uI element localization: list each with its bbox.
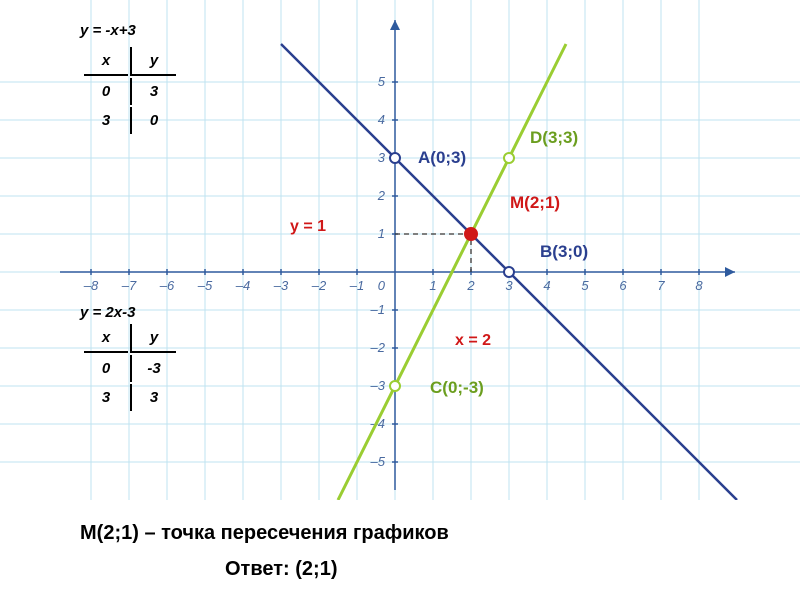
t1-r1c1: 0 [130,107,176,134]
svg-text:–5: –5 [197,278,213,293]
t2-hx: x [84,324,128,353]
t1-r1c0: 3 [84,107,128,134]
label-A: A(0;3) [418,148,466,168]
svg-text:–1: –1 [349,278,364,293]
svg-text:–1: –1 [370,302,385,317]
t2-r0c0: 0 [84,355,128,382]
svg-text:5: 5 [378,74,386,89]
t1-r0c1: 3 [130,78,176,105]
svg-text:3: 3 [378,150,386,165]
t2-r1c0: 3 [84,384,128,411]
footer-line-1: M(2;1) – точка пересечения графиков [80,522,449,545]
svg-text:1: 1 [429,278,436,293]
svg-text:2: 2 [377,188,386,203]
label-C: C(0;-3) [430,378,484,398]
t2-hy: y [130,324,176,353]
t1-r0c0: 0 [84,78,128,105]
svg-text:1: 1 [378,226,385,241]
svg-text:0: 0 [378,278,386,293]
svg-text:3: 3 [505,278,513,293]
label-M: M(2;1) [510,193,560,213]
table-2: x y 0 -3 3 3 [82,322,178,413]
table-1: x y 0 3 3 0 [82,45,178,136]
label-B: B(3;0) [540,242,588,262]
svg-text:2: 2 [466,278,475,293]
t1-hy: y [130,47,176,76]
svg-text:–3: –3 [370,378,386,393]
svg-text:7: 7 [657,278,665,293]
svg-text:–2: –2 [311,278,327,293]
svg-text:–5: –5 [370,454,386,469]
svg-text:–6: –6 [159,278,175,293]
svg-text:4: 4 [543,278,550,293]
equation-1-label: y = -x+3 [80,22,136,39]
svg-text:–4: –4 [235,278,250,293]
svg-text:–2: –2 [370,340,386,355]
footer-line-2: Ответ: (2;1) [225,558,337,581]
svg-text:6: 6 [619,278,627,293]
t2-r1c1: 3 [130,384,176,411]
annotation-x2: x = 2 [455,332,491,350]
annotation-y1: y = 1 [290,218,326,236]
svg-text:5: 5 [581,278,589,293]
svg-text:–7: –7 [121,278,137,293]
label-D: D(3;3) [530,128,578,148]
svg-text:–3: –3 [273,278,289,293]
svg-text:–8: –8 [83,278,99,293]
svg-text:4: 4 [378,112,385,127]
svg-text:8: 8 [695,278,703,293]
equation-2-label: y = 2x-3 [80,304,135,321]
t1-hx: x [84,47,128,76]
coordinate-plane: –8–7–6–5–4–3–2–112345678–5–4–3–2–1123450… [0,0,800,500]
t2-r0c1: -3 [130,355,176,382]
